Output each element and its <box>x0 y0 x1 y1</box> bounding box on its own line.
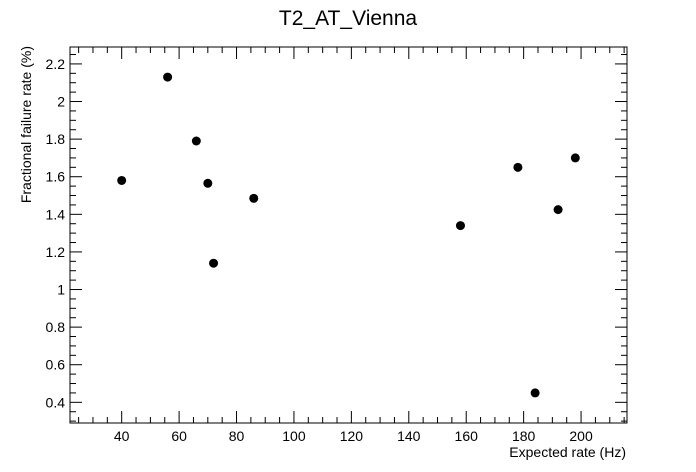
data-point <box>163 72 173 82</box>
data-point <box>249 193 259 203</box>
y-tick-label: 2 <box>57 94 65 110</box>
x-tick-label: 120 <box>340 428 364 444</box>
y-axis-label: Fractional failure rate (%) <box>18 46 34 203</box>
x-tick-labels: 40 60 80 100 120 140 160 180 200 <box>114 428 593 444</box>
data-point <box>570 153 580 163</box>
data-point <box>209 258 219 268</box>
data-points <box>117 72 580 398</box>
y-tick-label: 0.6 <box>46 357 66 373</box>
y-tick-label: 1.6 <box>46 169 66 185</box>
chart-title: T2_AT_Vienna <box>279 7 417 30</box>
x-tick-label: 100 <box>282 428 306 444</box>
x-tick-label: 40 <box>114 428 130 444</box>
x-tick-label: 60 <box>171 428 187 444</box>
y-tick-label: 2.2 <box>46 56 66 72</box>
x-tick-label: 160 <box>455 428 479 444</box>
x-tick-label: 80 <box>229 428 245 444</box>
data-point <box>117 175 127 185</box>
y-tick-label: 1.2 <box>46 244 66 260</box>
x-tick-label: 200 <box>569 428 593 444</box>
data-point <box>553 205 563 215</box>
y-tick-label: 1.8 <box>46 131 66 147</box>
y-tick-label: 0.8 <box>46 319 66 335</box>
y-tick-label: 1.4 <box>46 206 66 222</box>
data-point <box>530 388 540 398</box>
x-tick-label: 180 <box>512 428 536 444</box>
y-tick-label: 1 <box>57 282 65 298</box>
plot-frame <box>69 46 628 424</box>
data-point <box>191 136 201 146</box>
y-tick-label: 0.4 <box>46 394 66 410</box>
y-tick-labels: 0.4 0.6 0.8 1 1.2 1.4 1.6 1.8 2 2.2 <box>46 56 66 410</box>
data-point <box>513 162 523 172</box>
x-tick-label: 140 <box>397 428 421 444</box>
axis-ticks <box>70 47 627 423</box>
data-point <box>455 221 465 231</box>
data-point <box>203 178 213 188</box>
x-axis-label: Expected rate (Hz) <box>509 444 626 460</box>
